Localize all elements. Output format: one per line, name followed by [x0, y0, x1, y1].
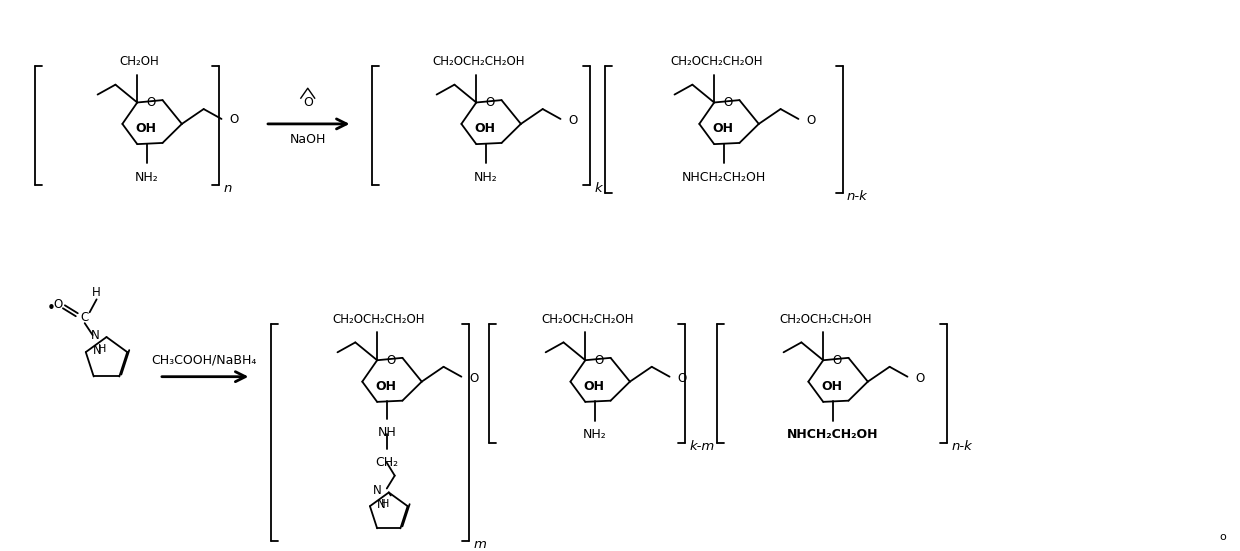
- Text: O: O: [229, 114, 238, 126]
- Text: CH₂OCH₂CH₂OH: CH₂OCH₂CH₂OH: [432, 55, 525, 68]
- Text: OH: OH: [713, 122, 734, 136]
- Text: O: O: [723, 96, 733, 109]
- Text: k-m: k-m: [689, 440, 714, 452]
- Text: CH₂: CH₂: [376, 456, 398, 469]
- Text: CH₂OCH₂CH₂OH: CH₂OCH₂CH₂OH: [541, 312, 634, 326]
- Text: o: o: [1219, 532, 1226, 542]
- Text: CH₂OCH₂CH₂OH: CH₂OCH₂CH₂OH: [779, 312, 872, 326]
- Text: OH: OH: [135, 122, 156, 136]
- Text: NHCH₂CH₂OH: NHCH₂CH₂OH: [682, 171, 766, 184]
- Text: NH: NH: [377, 426, 396, 439]
- Text: m: m: [474, 538, 486, 550]
- Text: O: O: [485, 96, 495, 109]
- Text: CH₃COOH/NaBH₄: CH₃COOH/NaBH₄: [151, 353, 257, 366]
- Text: CH₂OCH₂CH₂OH: CH₂OCH₂CH₂OH: [332, 312, 425, 326]
- Text: NH₂: NH₂: [583, 428, 606, 441]
- Text: O: O: [677, 372, 687, 385]
- Text: n-k: n-k: [847, 190, 868, 203]
- Text: H: H: [98, 344, 107, 354]
- Text: O: O: [386, 354, 396, 366]
- Text: NH₂: NH₂: [474, 171, 497, 184]
- Text: H: H: [381, 499, 389, 509]
- Text: O: O: [915, 372, 925, 385]
- Text: NaOH: NaOH: [290, 133, 326, 146]
- Text: O: O: [146, 96, 155, 109]
- Text: O: O: [469, 372, 479, 385]
- Text: n-k: n-k: [951, 440, 972, 452]
- Text: OH: OH: [584, 380, 605, 393]
- Text: OH: OH: [822, 380, 843, 393]
- Text: OH: OH: [376, 380, 397, 393]
- Text: NHCH₂CH₂OH: NHCH₂CH₂OH: [787, 428, 879, 441]
- Text: N: N: [377, 498, 386, 511]
- Text: k: k: [594, 182, 601, 195]
- Text: O: O: [303, 96, 312, 109]
- Text: O: O: [594, 354, 604, 366]
- Text: O: O: [53, 298, 62, 311]
- Text: CH₂OH: CH₂OH: [119, 55, 159, 68]
- Text: O: O: [806, 115, 816, 127]
- Text: •: •: [47, 301, 56, 316]
- Text: OH: OH: [475, 122, 496, 136]
- Text: NH₂: NH₂: [135, 171, 159, 184]
- Text: N: N: [93, 344, 102, 356]
- Text: O: O: [568, 115, 578, 127]
- Text: n: n: [223, 182, 232, 195]
- Text: N: N: [373, 484, 382, 497]
- Text: H: H: [92, 286, 100, 299]
- Text: N: N: [91, 328, 99, 342]
- Text: O: O: [832, 354, 842, 366]
- Text: CH₂OCH₂CH₂OH: CH₂OCH₂CH₂OH: [670, 55, 763, 68]
- Text: C: C: [81, 311, 89, 323]
